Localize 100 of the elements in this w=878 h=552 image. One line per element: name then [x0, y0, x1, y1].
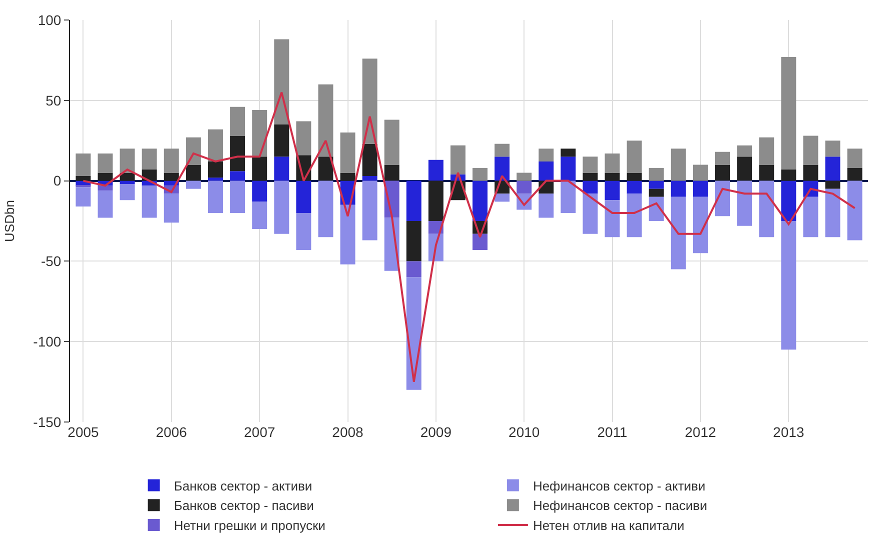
bar [737, 180, 752, 226]
bar [98, 153, 113, 173]
x-tick-label: 2012 [684, 424, 716, 440]
bar [626, 172, 642, 181]
x-tick-label: 2007 [244, 424, 276, 440]
bar [318, 156, 334, 181]
bar [825, 140, 840, 157]
bar [472, 180, 488, 221]
bar [494, 144, 510, 157]
bar [604, 180, 620, 200]
legend-label: Банков сектор - активи [174, 478, 312, 494]
bar [384, 120, 400, 165]
bar [120, 172, 135, 181]
bar [582, 156, 598, 173]
bar [362, 58, 378, 144]
bar [384, 164, 400, 181]
bar [428, 180, 444, 221]
bar [715, 180, 730, 216]
bar [803, 136, 818, 165]
bar [715, 164, 730, 181]
bar [604, 172, 620, 181]
bar [450, 145, 466, 174]
bar [604, 153, 620, 173]
x-tick-label: 2008 [332, 424, 364, 440]
bar [76, 153, 91, 176]
bar [120, 180, 135, 184]
bar [692, 180, 708, 197]
x-tick-label: 2013 [773, 424, 804, 440]
bar [274, 156, 290, 181]
bar [98, 172, 113, 181]
bar [825, 156, 840, 181]
bar [274, 180, 290, 234]
line-series [82, 91, 856, 383]
bar [252, 202, 268, 230]
x-tick-label: 2005 [68, 424, 100, 440]
bar [472, 234, 488, 250]
bar [648, 188, 664, 197]
bar [759, 180, 774, 238]
bar [582, 194, 598, 234]
bar [76, 176, 91, 181]
bar [230, 136, 246, 172]
x-tick-label: 2006 [156, 424, 188, 440]
bar [648, 180, 664, 189]
bar [76, 187, 91, 207]
bar [164, 172, 179, 181]
y-axis-title: USDbn [2, 200, 18, 242]
bar [274, 39, 290, 125]
bar [340, 172, 356, 181]
bar [164, 194, 179, 223]
bar [582, 180, 598, 194]
x-tick-label: 2010 [508, 424, 540, 440]
bar [362, 144, 378, 176]
bar [803, 196, 818, 238]
bar [847, 168, 862, 181]
bar [737, 145, 752, 157]
bar [538, 194, 554, 218]
bar [296, 180, 312, 213]
bar [406, 180, 422, 221]
bar [362, 176, 378, 181]
bar [516, 172, 532, 181]
bar [803, 164, 818, 181]
legend-label: Нетни грешки и пропуски [174, 518, 326, 534]
bar [472, 168, 488, 181]
bar [142, 186, 157, 218]
bar [230, 106, 246, 136]
bar [759, 137, 774, 165]
bar [208, 178, 223, 181]
y-tick-label: 50 [46, 92, 62, 108]
bar [560, 156, 576, 181]
bar [252, 156, 268, 181]
bar [208, 162, 223, 178]
y-tick-label: -100 [33, 334, 62, 350]
bar [692, 196, 708, 254]
bar [715, 152, 730, 165]
bar [208, 180, 223, 213]
bar [626, 140, 642, 173]
bar [781, 170, 796, 181]
bar [781, 180, 796, 221]
bar [340, 132, 356, 173]
bar [318, 84, 334, 157]
bar [362, 180, 378, 240]
bar [626, 194, 642, 238]
bar [406, 221, 422, 262]
bar [186, 180, 201, 189]
bar [98, 186, 113, 190]
bar [296, 121, 312, 156]
legend-label: Нефинансов сектор - активи [532, 478, 706, 494]
bar [648, 168, 664, 181]
legend-label: Банков сектор - пасиви [174, 498, 314, 514]
bar [208, 129, 223, 162]
x-tick-label: 2011 [597, 424, 628, 440]
bar [847, 148, 862, 168]
bar [670, 148, 686, 181]
bar [252, 110, 268, 157]
bar [120, 184, 135, 200]
bar [120, 148, 135, 173]
bar [560, 148, 576, 157]
bar [406, 261, 422, 278]
x-tick-label: 2009 [420, 424, 452, 440]
bar [318, 180, 334, 238]
